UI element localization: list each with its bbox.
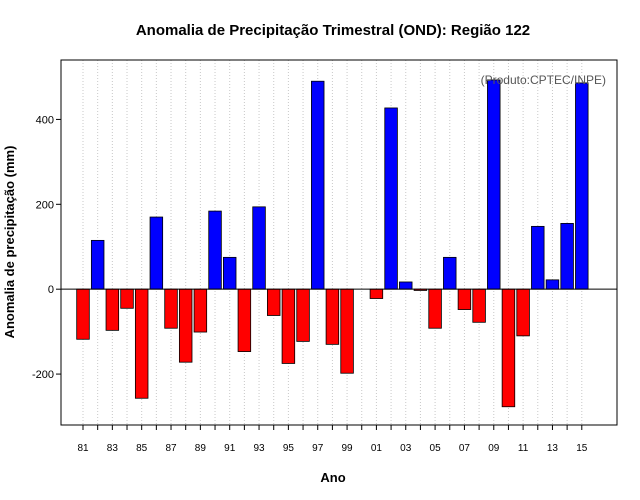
bar-1992	[237, 288, 252, 352]
bar-1984	[120, 288, 134, 309]
bar-2002	[384, 107, 398, 290]
bar-1987	[164, 288, 178, 329]
x-tick-label: 97	[312, 443, 324, 454]
bar-2003	[399, 281, 413, 290]
x-tick-label: 07	[459, 443, 471, 454]
x-tick-label: 15	[576, 443, 588, 454]
x-axis: 81 83 85 87 89 91 93 95 97 99 01 03 05 07 09 11 13 15	[77, 425, 588, 454]
bars	[76, 79, 589, 408]
x-tick-label: 91	[224, 443, 236, 454]
x-tick-label: 89	[195, 443, 207, 454]
x-tick-label: 99	[342, 443, 354, 454]
bar-1985	[134, 288, 149, 399]
x-tick-label: 11	[518, 443, 529, 454]
y-tick-label: 200	[36, 199, 54, 211]
x-tick-label: 85	[136, 443, 148, 454]
bar-2007	[457, 288, 472, 310]
bar-1994	[267, 288, 281, 316]
x-tick-label: 83	[107, 443, 119, 454]
y-axis: -200 0 200 400	[32, 114, 61, 381]
bar-2013	[545, 279, 560, 290]
bar-2001	[369, 288, 384, 299]
x-tick-label: 81	[77, 443, 89, 454]
bar-2014	[560, 223, 574, 290]
bar-1991	[222, 256, 237, 290]
bar-2015	[575, 82, 589, 290]
bar-1983	[105, 288, 120, 331]
bar-2009	[487, 79, 501, 290]
bar-1982	[90, 239, 105, 290]
bar-1998	[325, 288, 340, 345]
bar-1986	[149, 216, 164, 290]
bar-1999	[340, 288, 354, 374]
bar-1995	[281, 288, 296, 364]
bar-1993	[252, 206, 266, 290]
x-tick-label: 09	[488, 443, 500, 454]
x-tick-label: 93	[253, 443, 265, 454]
chart-title: Anomalia de Precipitação Trimestral (OND…	[136, 22, 530, 39]
x-tick-label: 87	[165, 443, 177, 454]
source-annotation: (Produto:CPTEC/INPE)	[481, 73, 606, 87]
bar-1990	[208, 210, 222, 290]
bar-2011	[516, 288, 530, 337]
bar-1981	[76, 288, 90, 340]
y-axis-label: Anomalia de precipitação (mm)	[2, 146, 17, 339]
bar-2006	[443, 256, 457, 290]
bar-1996	[296, 288, 310, 342]
y-tick-label: 0	[48, 284, 54, 296]
x-tick-label: 95	[283, 443, 295, 454]
bar-2008	[472, 288, 486, 323]
bar-2005	[428, 288, 442, 329]
bar-1988	[178, 288, 193, 363]
x-axis-label: Ano	[320, 470, 345, 485]
x-tick-label: 01	[371, 443, 383, 454]
x-tick-label: 13	[547, 443, 559, 454]
bar-2012	[531, 225, 545, 290]
bar-1997	[311, 80, 325, 290]
plot-frame	[60, 59, 618, 426]
x-tick-label: 05	[430, 443, 442, 454]
y-tick-label: 400	[36, 114, 54, 126]
bar-1989	[193, 288, 208, 333]
bar-2010	[501, 288, 516, 408]
x-tick-label: 03	[400, 443, 412, 454]
y-tick-label: -200	[32, 369, 54, 381]
